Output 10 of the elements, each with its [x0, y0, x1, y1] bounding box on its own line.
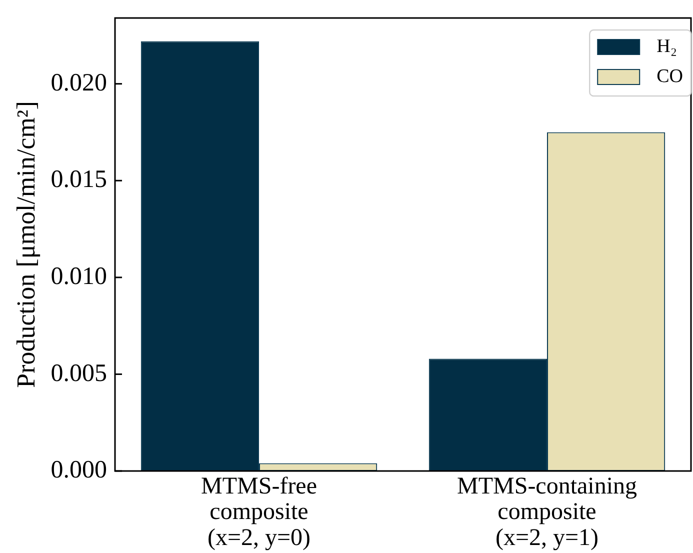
y-tick-label: 0.000 — [50, 456, 107, 484]
y-tick-label: 0.020 — [50, 69, 107, 96]
x-tick-label: MTMS-free composite (x=2, y=0) — [201, 473, 317, 552]
y-tick-label: 0.015 — [50, 166, 107, 194]
x-tick-label: MTMS-containing composite (x=2, y=1) — [457, 473, 637, 552]
legend-label: CO — [656, 66, 684, 87]
y-tick-label: 0.010 — [50, 262, 107, 290]
y-axis-title: Production [μmol/min/cm²] — [11, 101, 40, 388]
legend-label: H₂ — [656, 36, 677, 57]
y-tick-label: 0.005 — [50, 360, 107, 387]
